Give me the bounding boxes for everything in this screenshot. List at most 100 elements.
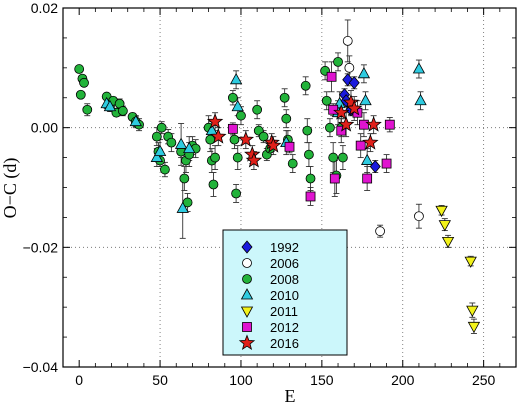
- legend-marker-2010: [240, 288, 254, 300]
- point-2012: [329, 173, 340, 184]
- point-2012: [326, 71, 337, 82]
- point-2008: [79, 77, 89, 88]
- point-2008: [252, 104, 263, 115]
- axis-ticks: 0 50 100 150 200 250 0.02 0.00 −0.02 −0.04: [23, 0, 517, 388]
- point-2008: [179, 173, 190, 184]
- point-2010: [229, 72, 243, 85]
- point-2008: [227, 92, 238, 103]
- point-2006: [414, 211, 424, 222]
- x-tick-label: 200: [391, 372, 415, 388]
- point-2012: [336, 125, 347, 136]
- point-2016: [333, 104, 350, 120]
- legend-label-2011: 2011: [270, 304, 298, 319]
- legend-marker-2011: [240, 306, 254, 318]
- point-2008: [300, 80, 311, 91]
- point-2016: [337, 116, 355, 132]
- point-2008: [156, 122, 167, 133]
- point-2008: [75, 89, 86, 100]
- point-2012: [305, 191, 316, 202]
- point-2016: [362, 134, 379, 150]
- point-2010: [412, 62, 426, 74]
- y-tick-label: 0.00: [31, 120, 58, 136]
- point-2008: [231, 188, 242, 199]
- point-2008: [281, 113, 292, 124]
- point-2016: [206, 113, 224, 129]
- point-2012: [355, 140, 366, 151]
- x-tick-label: 250: [472, 372, 496, 388]
- y-tick-label: −0.02: [23, 239, 59, 255]
- legend-marker-2012: [242, 322, 252, 332]
- point-2016: [210, 128, 227, 144]
- point-2008: [74, 64, 85, 74]
- point-2008: [236, 110, 246, 121]
- point-2016: [237, 131, 255, 147]
- point-2010: [183, 141, 196, 154]
- y-tick-label: 0.02: [31, 0, 58, 16]
- point-2008: [337, 152, 348, 163]
- x-tick-label: 0: [75, 372, 83, 388]
- point-2011: [441, 236, 455, 249]
- point-2012: [284, 141, 295, 152]
- x-axis-title: E: [285, 386, 296, 406]
- point-2016: [365, 116, 382, 132]
- point-2011: [467, 321, 481, 334]
- point-2008: [328, 152, 339, 163]
- point-2008: [302, 125, 313, 136]
- point-2008: [166, 137, 177, 148]
- point-2010: [357, 66, 371, 79]
- point-2008: [82, 104, 93, 115]
- point-2010: [150, 150, 164, 162]
- point-1992: [369, 159, 381, 174]
- y-axis-title: O−C (d): [0, 158, 21, 219]
- point-2008: [279, 92, 290, 103]
- point-2006: [375, 226, 386, 237]
- point-1992: [348, 76, 360, 90]
- point-2008: [304, 149, 314, 160]
- data-markers: [74, 36, 481, 334]
- y-tick-label: −0.04: [23, 359, 59, 375]
- point-2011: [435, 205, 448, 218]
- point-2010: [174, 137, 188, 149]
- point-2011: [466, 305, 479, 317]
- legend-marker-2016: [238, 334, 256, 350]
- point-2010: [129, 114, 142, 127]
- legend-label-2016: 2016: [270, 336, 299, 351]
- point-2010: [153, 144, 167, 157]
- point-2010: [359, 93, 372, 106]
- point-2016: [265, 137, 282, 153]
- point-2016: [346, 99, 363, 116]
- point-2012: [381, 158, 392, 169]
- point-2008: [160, 164, 170, 175]
- point-2008: [117, 106, 128, 116]
- point-2012: [384, 119, 395, 130]
- point-2008: [321, 95, 332, 106]
- point-2010: [414, 93, 427, 106]
- point-2006: [344, 62, 355, 73]
- point-2010: [360, 153, 374, 165]
- point-2008: [232, 152, 243, 163]
- legend-marker-2008: [242, 274, 252, 284]
- legend-marker-1992: [241, 240, 253, 254]
- legend-label-2012: 2012: [270, 320, 299, 335]
- point-2008: [305, 173, 316, 184]
- point-2012: [362, 173, 373, 184]
- point-2011: [438, 220, 451, 232]
- legend-marker-2006: [242, 258, 252, 268]
- point-2010: [103, 99, 117, 112]
- point-2010: [176, 201, 189, 213]
- point-2008: [325, 122, 335, 133]
- legend-box: [222, 229, 348, 356]
- point-2010: [231, 99, 244, 112]
- x-tick-label: 50: [152, 372, 168, 388]
- x-tick-label: 100: [229, 372, 253, 388]
- point-2008: [333, 56, 343, 67]
- point-2016: [245, 151, 263, 168]
- point-2008: [258, 131, 269, 142]
- point-2008: [208, 179, 219, 190]
- point-2012: [359, 119, 369, 130]
- point-2008: [151, 131, 162, 142]
- x-tick-label: 150: [310, 372, 334, 388]
- legend-label-2006: 2006: [270, 256, 299, 271]
